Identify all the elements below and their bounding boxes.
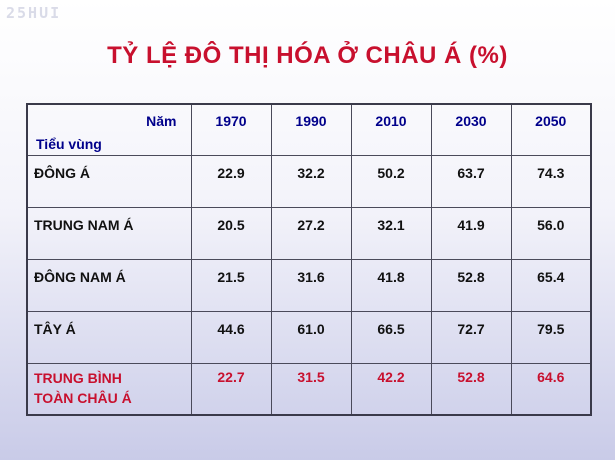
table-cell: 63.7 [430,154,512,208]
average-label-line1: TRUNG BÌNH [34,369,122,386]
table-cell: 27.2 [270,206,352,260]
region-name: TÂY Á [26,310,192,364]
table-cell: 61.0 [270,310,352,364]
average-region-name: TRUNG BÌNH TOÀN CHÂU Á [26,362,192,416]
average-cell: 22.7 [190,362,272,416]
urbanization-table: Năm Tiểu vùng 1970 1990 2010 2030 2050 Đ… [26,103,592,416]
header-region-label: Tiểu vùng [36,136,102,152]
table-cell: 32.1 [350,206,432,260]
average-label-line2: TOÀN CHÂU Á [34,389,132,406]
table-cell: 41.8 [350,258,432,312]
table-cell: 52.8 [430,258,512,312]
table-row: ĐÔNG NAM Á 21.5 31.6 41.8 52.8 65.4 [26,258,592,312]
table-cell: 50.2 [350,154,432,208]
year-header: 1970 [190,103,272,156]
table-cell: 56.0 [510,206,592,260]
table-cell: 65.4 [510,258,592,312]
table-cell: 41.9 [430,206,512,260]
region-name: TRUNG NAM Á [26,206,192,260]
average-cell: 52.8 [430,362,512,416]
region-name: ĐÔNG NAM Á [26,258,192,312]
table-row: ĐÔNG Á 22.9 32.2 50.2 63.7 74.3 [26,154,592,208]
table-cell: 72.7 [430,310,512,364]
table-cell: 20.5 [190,206,272,260]
table-cell: 44.6 [190,310,272,364]
average-cell: 42.2 [350,362,432,416]
header-corner-cell: Năm Tiểu vùng [26,103,192,156]
average-cell: 31.5 [270,362,352,416]
table-row: TRUNG NAM Á 20.5 27.2 32.1 41.9 56.0 [26,206,592,260]
table-cell: 22.9 [190,154,272,208]
table-header-row: Năm Tiểu vùng 1970 1990 2010 2030 2050 [26,103,592,156]
page-title: TỶ LỆ ĐÔ THỊ HÓA Ở CHÂU Á (%) [107,42,508,69]
table-cell: 79.5 [510,310,592,364]
watermark-logo: 25HUI [6,4,62,22]
year-header: 2030 [430,103,512,156]
header-year-label: Năm [146,113,177,129]
year-header: 2050 [510,103,592,156]
table-cell: 66.5 [350,310,432,364]
table-cell: 74.3 [510,154,592,208]
table-row: TÂY Á 44.6 61.0 66.5 72.7 79.5 [26,310,592,364]
year-header: 2010 [350,103,432,156]
table-cell: 32.2 [270,154,352,208]
year-header: 1990 [270,103,352,156]
average-cell: 64.6 [510,362,592,416]
table-cell: 31.6 [270,258,352,312]
region-name: ĐÔNG Á [26,154,192,208]
average-row: TRUNG BÌNH TOÀN CHÂU Á 22.7 31.5 42.2 52… [26,362,592,416]
table-cell: 21.5 [190,258,272,312]
